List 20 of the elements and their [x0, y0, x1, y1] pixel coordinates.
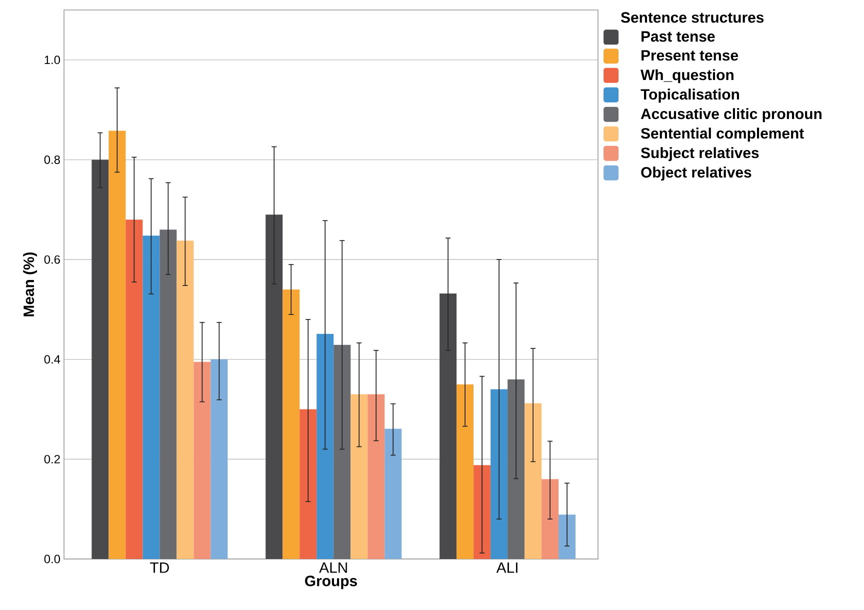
legend-label: Topicalisation — [640, 88, 739, 103]
legend-label: Present tense — [642, 50, 738, 61]
y-axis-title: Mean (%) — [23, 252, 38, 316]
y-tick-label: 0.4 — [44, 355, 60, 364]
legend-label: Subject relatives — [640, 147, 759, 162]
x-axis-title: Groups — [305, 576, 357, 590]
legend-label: Wh_question — [640, 69, 734, 84]
legend-title: Sentence structures — [620, 12, 764, 23]
y-tick-label: 0.6 — [44, 255, 60, 264]
legend-label: Sentential complement — [640, 128, 804, 142]
y-tick-label: 1.0 — [44, 56, 60, 64]
legend-label: Past tense — [642, 31, 715, 42]
y-tick-label: 0.2 — [44, 454, 60, 464]
y-tick-label: 0.8 — [44, 155, 60, 164]
legend-label: Object relatives — [641, 166, 752, 181]
x-tick-label: ALI — [496, 562, 518, 573]
y-tick-label: 0.0 — [44, 554, 60, 564]
x-tick-label: TD — [150, 562, 169, 573]
x-tick-label: ALN — [319, 562, 347, 573]
legend-label: Accusative clitic pronoun — [640, 108, 822, 122]
